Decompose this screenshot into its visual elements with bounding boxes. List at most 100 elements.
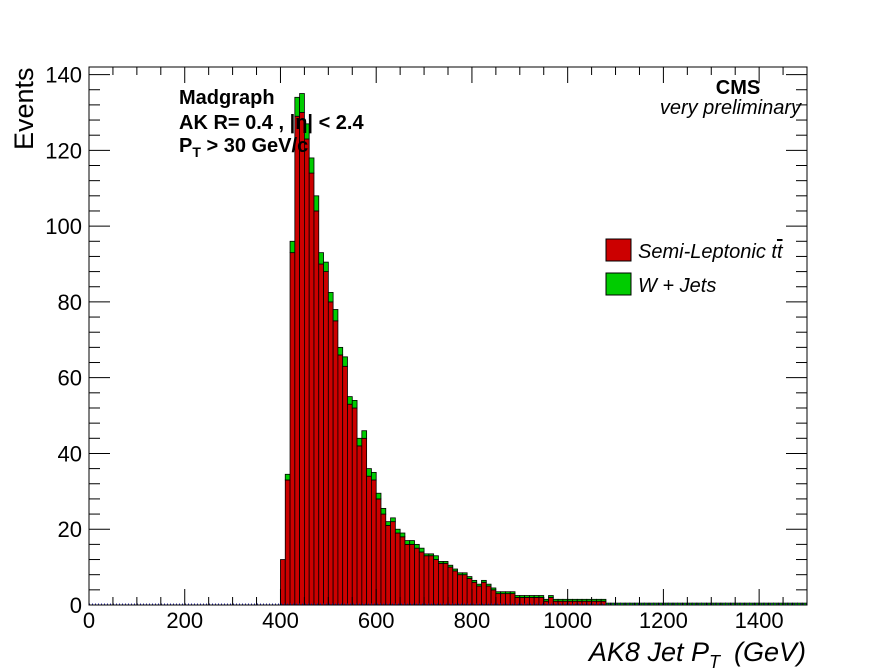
- bar-wjets-730: [438, 561, 444, 564]
- x-tick-label-1400: 1400: [735, 608, 784, 633]
- bar-wjets-980: [557, 598, 564, 602]
- x-axis-label-main: AK8 Jet P: [587, 637, 709, 667]
- bar-wjets-540: [347, 396, 353, 405]
- bar-wjets-570: [361, 430, 368, 439]
- bar-wjets-550: [351, 400, 358, 409]
- bar-ttbar-650: [399, 536, 406, 606]
- bar-ttbar-950: [543, 600, 549, 606]
- pt-cut-p: P: [179, 135, 192, 157]
- bar-ttbar-960: [548, 597, 554, 606]
- bar-ttbar-470: [313, 210, 320, 606]
- legend-label-wjets: W + Jets: [638, 275, 716, 297]
- bar-wjets-460: [308, 157, 315, 174]
- bar-ttbar-560: [356, 445, 363, 606]
- bar-ttbar-590: [371, 479, 377, 606]
- bar-ttbar-420: [289, 252, 296, 606]
- bar-wjets-500: [327, 292, 334, 303]
- bar-wjets-1060: [595, 598, 602, 602]
- status-label: very preliminary: [660, 97, 802, 119]
- bar-wjets-560: [356, 437, 363, 447]
- bar-wjets-1040: [586, 598, 592, 602]
- pt-cut-sub: T: [192, 144, 201, 160]
- bar-ttbar-1000: [567, 600, 573, 606]
- bar-ttbar-710: [428, 555, 435, 606]
- x-axis-label: AK8 Jet PT (GeV): [587, 637, 806, 672]
- bar-ttbar-680: [414, 547, 420, 606]
- x-tick-label-0: 0: [83, 608, 95, 633]
- bar-wjets-480: [318, 252, 324, 265]
- bar-wjets-700: [423, 553, 430, 557]
- eta-symbol: η: [295, 112, 307, 134]
- bar-wjets-450: [303, 123, 310, 140]
- bar-wjets-1070: [600, 598, 607, 602]
- bar-ttbar-440: [299, 112, 305, 606]
- bar-wjets-850: [495, 591, 502, 595]
- bar-wjets-820: [481, 579, 487, 583]
- bar-wjets-830: [485, 583, 492, 587]
- bar-wjets-490: [323, 261, 329, 272]
- bar-wjets-970: [552, 598, 559, 602]
- bar-ttbar-500: [327, 301, 334, 606]
- x-tick-label-800: 800: [454, 608, 491, 633]
- bar-wjets-1010: [572, 598, 578, 602]
- bar-wjets-530: [342, 356, 348, 367]
- bar-ttbar-880: [509, 593, 516, 606]
- bar-ttbar-540: [347, 403, 353, 606]
- x-axis-label-unit: (GeV): [734, 637, 806, 667]
- bar-ttbar-400: [280, 559, 286, 606]
- bar-ttbar-460: [308, 172, 315, 606]
- bar-wjets-440: [299, 93, 305, 113]
- bar-wjets-510: [332, 309, 339, 322]
- bar-ttbar-820: [481, 581, 487, 606]
- bar-ttbar-900: [519, 597, 525, 606]
- x-tick-label-200: 200: [166, 608, 203, 633]
- y-axis-ticks: 0 20 40 60 80 100 120 140: [45, 63, 807, 618]
- bar-ttbar-700: [423, 555, 430, 606]
- bar-wjets-470: [313, 195, 320, 212]
- bar-wjets-990: [562, 598, 569, 602]
- bar-ttbar-840: [490, 589, 497, 606]
- bar-wjets-620: [385, 521, 391, 526]
- bar-ttbar-690: [418, 551, 425, 606]
- jet-definition-label: AK R= 0.4 , |η| < 2.4: [179, 112, 364, 134]
- y-tick-label-80: 80: [58, 290, 82, 315]
- y-tick-label-60: 60: [58, 366, 82, 391]
- bar-ttbar-760: [452, 570, 458, 606]
- bar-ttbar-870: [505, 593, 511, 606]
- bar-ttbar-580: [366, 475, 372, 606]
- bar-wjets-1020: [576, 598, 583, 602]
- bar-wjets-750: [447, 564, 454, 568]
- legend-label-ttbar-bar: t: [777, 241, 784, 263]
- bar-wjets-780: [461, 572, 468, 576]
- bar-ttbar-610: [380, 513, 387, 606]
- bar-wjets-640: [394, 528, 401, 534]
- jet-definition-b: | < 2.4: [307, 112, 364, 134]
- bar-wjets-630: [390, 517, 396, 523]
- bar-ttbar-430: [294, 115, 301, 606]
- bar-wjets-720: [433, 555, 439, 560]
- y-tick-label-0: 0: [70, 593, 82, 618]
- x-tick-label-1000: 1000: [543, 608, 592, 633]
- bar-wjets-1050: [591, 598, 597, 602]
- bar-wjets-810: [476, 583, 482, 587]
- y-axis-label: Events: [9, 67, 39, 150]
- bar-ttbar-770: [457, 574, 463, 606]
- bar-wjets-670: [409, 540, 415, 545]
- legend-swatch-wjets: [605, 272, 632, 296]
- legend-swatch-ttbar: [605, 238, 632, 262]
- y-tick-label-100: 100: [45, 214, 82, 239]
- bar-wjets-890: [514, 595, 521, 598]
- pt-cut-label: PT > 30 GeV/c: [179, 135, 308, 160]
- bar-wjets-790: [466, 576, 473, 579]
- bar-wjets-910: [524, 595, 530, 598]
- bar-wjets-960: [548, 595, 554, 598]
- legend-label-ttbar-main: Semi-Leptonic t: [638, 241, 778, 263]
- x-tick-label-400: 400: [262, 608, 299, 633]
- bar-ttbar-620: [385, 525, 391, 606]
- bar-wjets-900: [519, 595, 525, 598]
- bar-ttbar-830: [485, 585, 492, 606]
- bar-ttbar-480: [318, 263, 324, 606]
- legend: Semi-Leptonic tt W + Jets: [605, 238, 784, 297]
